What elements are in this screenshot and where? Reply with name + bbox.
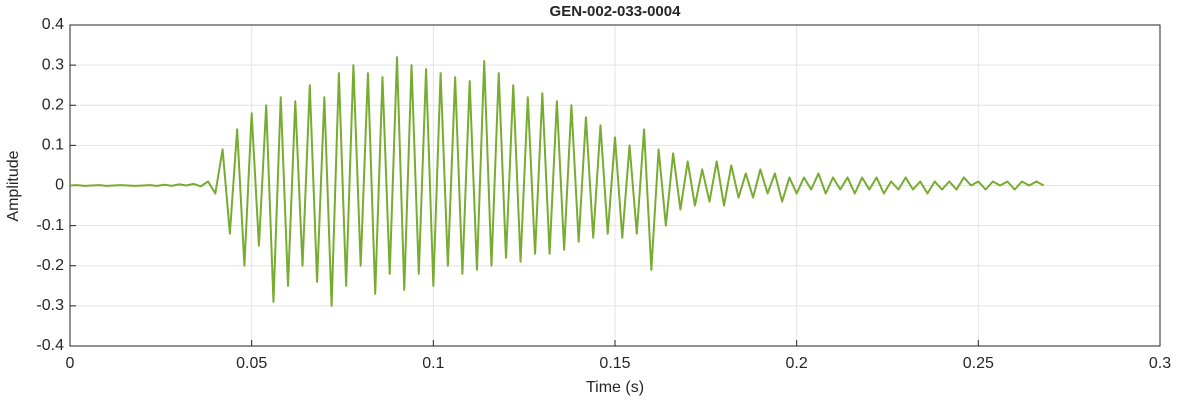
chart-title: GEN-002-033-0004 [550, 3, 682, 20]
y-tick-label: 0.2 [42, 96, 64, 113]
x-tick-label: 0.2 [786, 355, 808, 372]
x-tick-label: 0 [66, 355, 75, 372]
x-tick-label: 0.25 [963, 355, 994, 372]
y-axis-label: Amplitude [5, 150, 22, 221]
y-tick-label: -0.1 [36, 217, 64, 234]
x-tick-label: 0.05 [236, 355, 267, 372]
x-tick-label: 0.1 [422, 355, 444, 372]
x-tick-label: 0.15 [599, 355, 630, 372]
y-tick-label: 0.1 [42, 137, 64, 154]
y-tick-label: -0.3 [36, 297, 64, 314]
x-tick-label: 0.3 [1149, 355, 1171, 372]
y-tick-label: 0.3 [42, 56, 64, 73]
x-axis-label: Time (s) [586, 379, 644, 396]
waveform-line [69, 56, 1045, 307]
y-tick-label: -0.4 [36, 337, 64, 354]
y-tick-label: 0.4 [42, 16, 64, 33]
y-tick-label: -0.2 [36, 257, 64, 274]
y-tick-label: 0 [55, 177, 64, 194]
